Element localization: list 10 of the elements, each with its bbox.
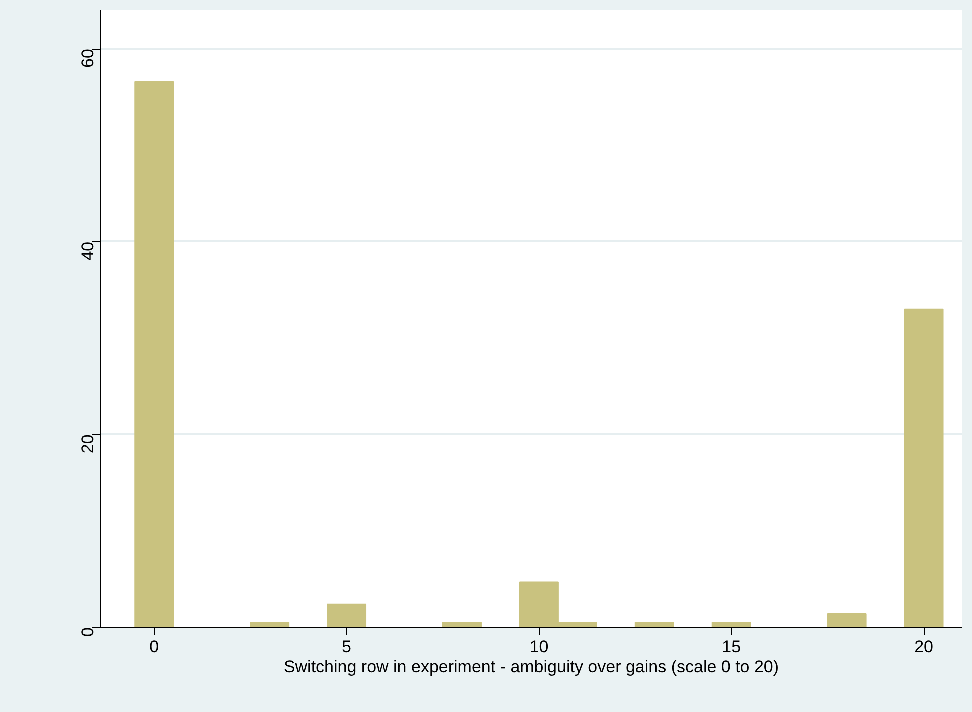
y-tick-label: 40	[78, 242, 98, 261]
y-tick-label: 60	[78, 49, 98, 68]
x-axis-title: Switching row in experiment - ambiguity over gains (scale 0 to 20)	[284, 658, 780, 676]
x-tick-label: 5	[342, 638, 352, 656]
y-tick-label: 0	[78, 627, 98, 637]
y-tick-label: 20	[78, 434, 98, 454]
x-tick-label: 15	[722, 638, 742, 656]
x-tick-label: 0	[150, 638, 160, 656]
x-tick-label: 20	[914, 638, 934, 656]
x-tick-label: 10	[530, 638, 549, 656]
